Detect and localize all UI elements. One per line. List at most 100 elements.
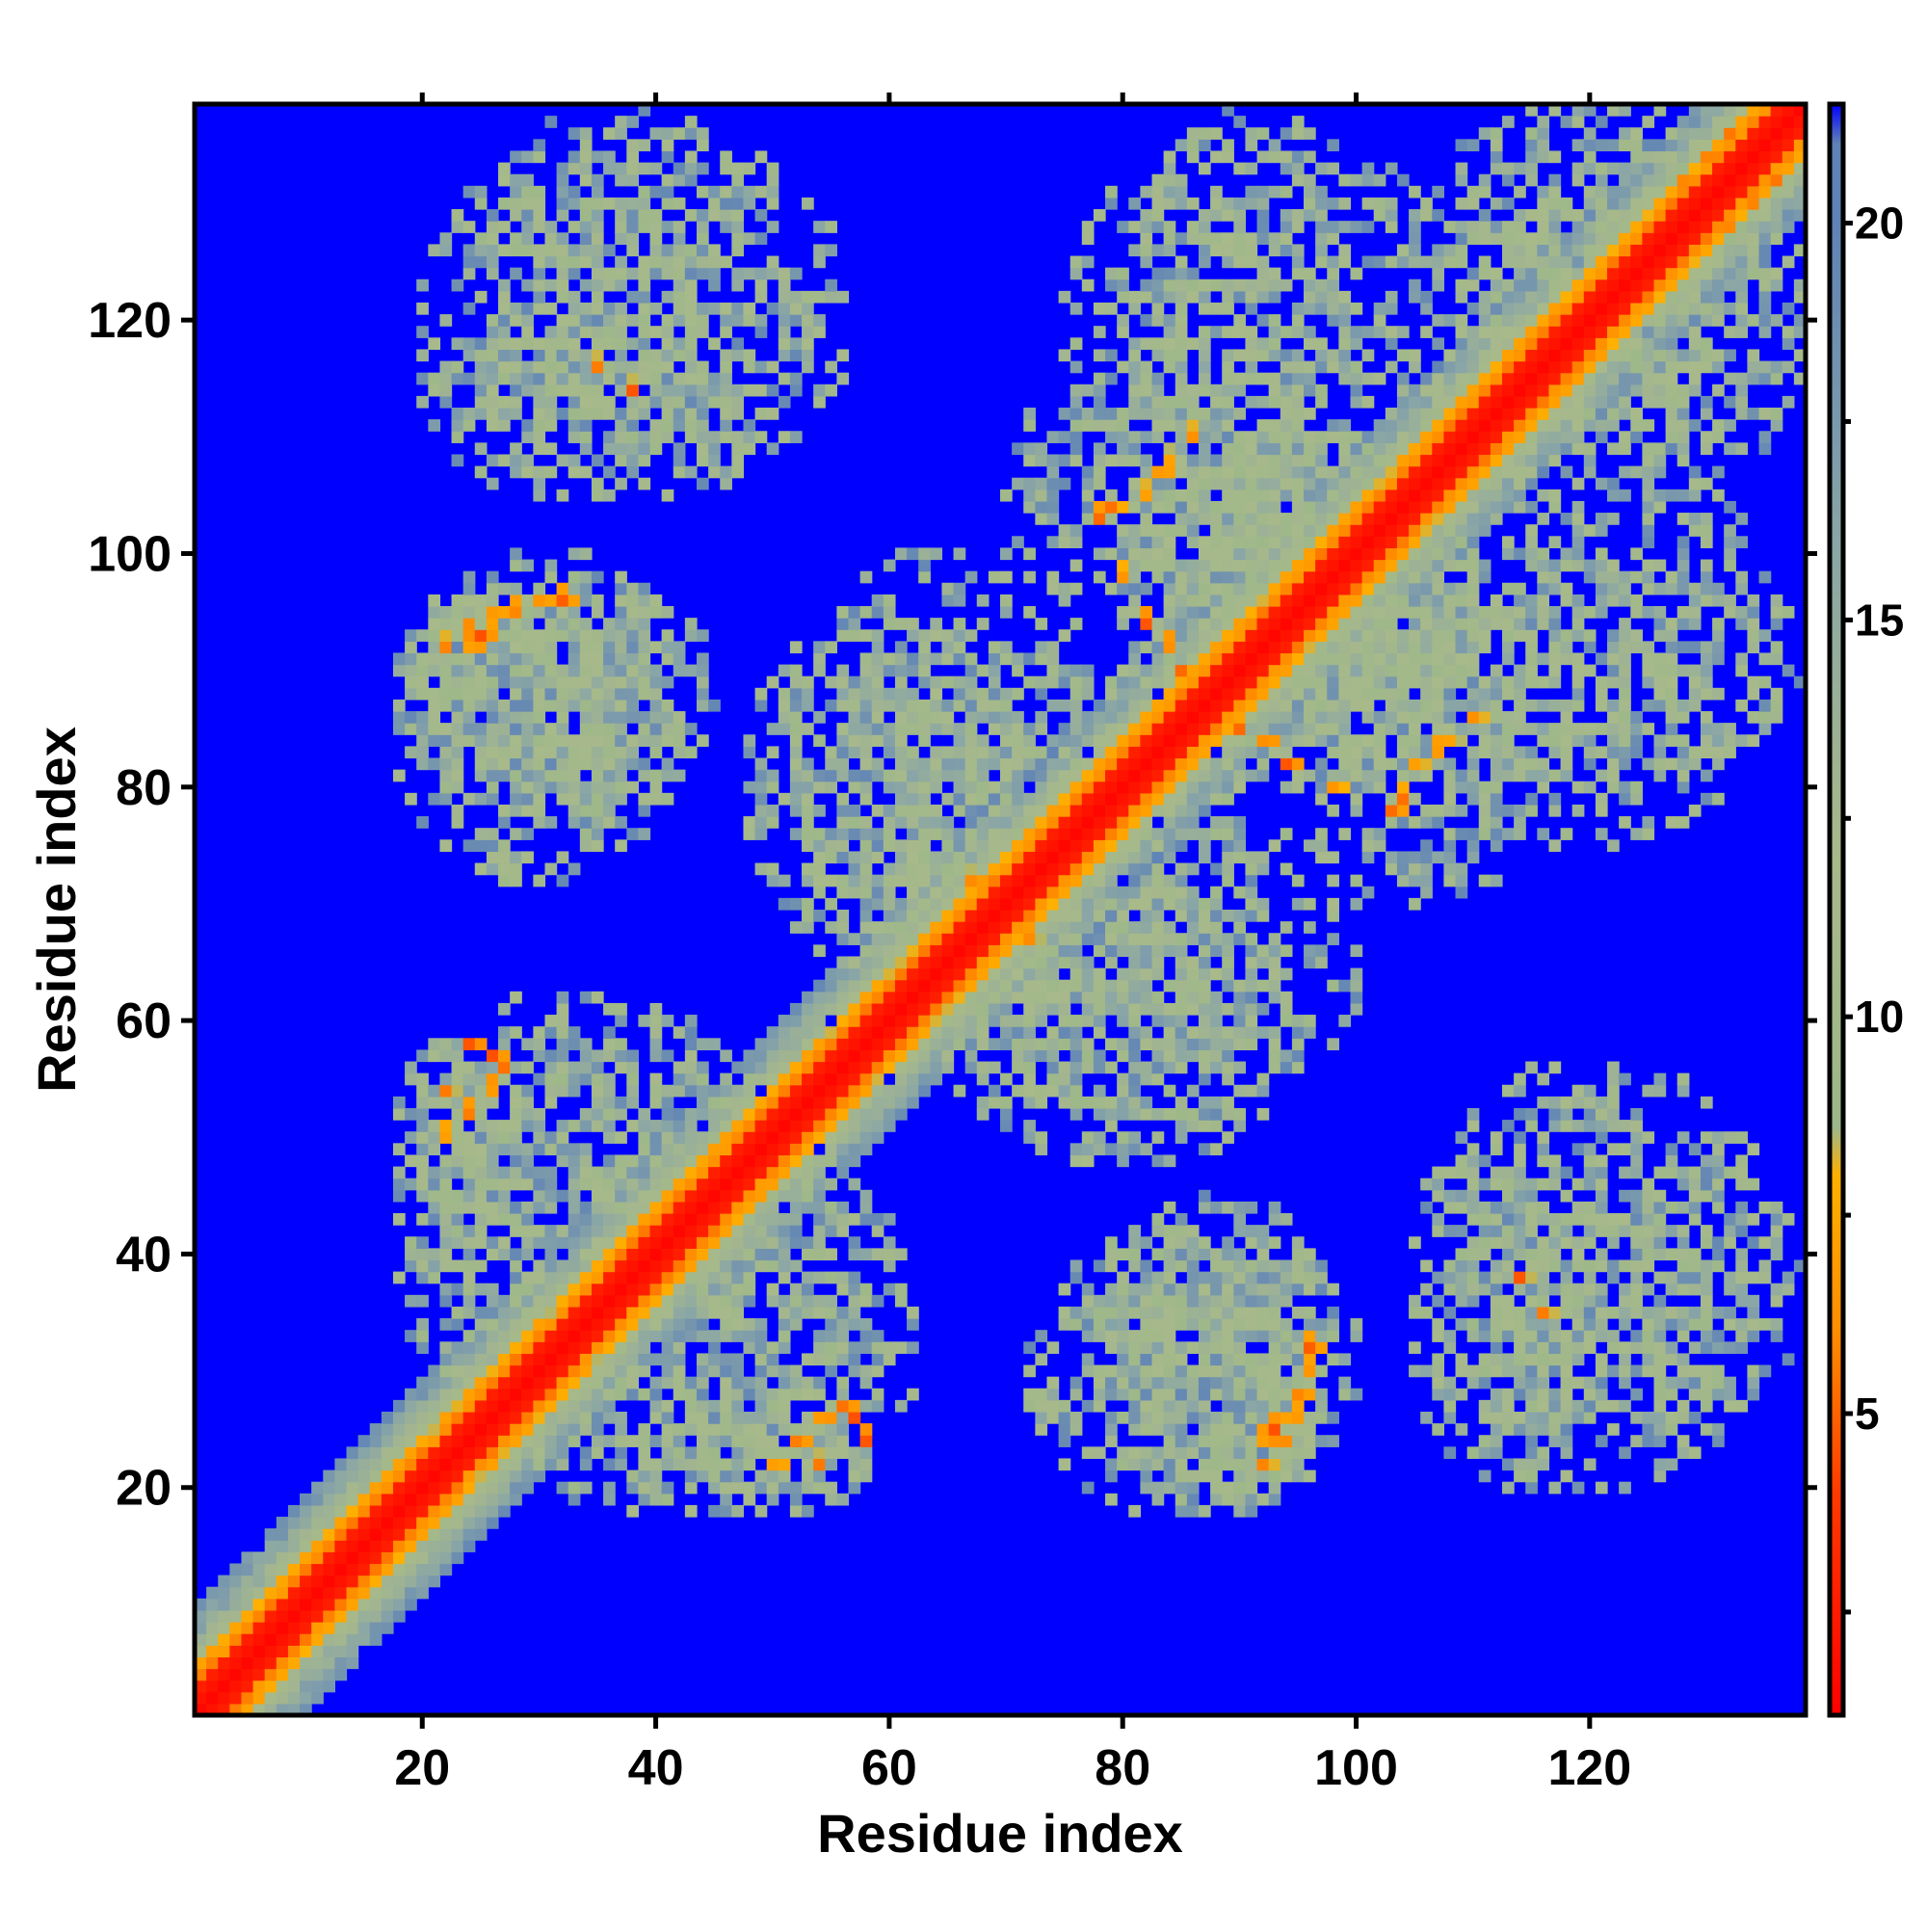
heatmap-cell bbox=[1151, 664, 1165, 677]
heatmap-cell bbox=[357, 1609, 371, 1623]
heatmap-cell bbox=[649, 1493, 663, 1506]
heatmap-cell bbox=[428, 1435, 441, 1447]
heatmap-cell bbox=[684, 1411, 698, 1424]
heatmap-cell bbox=[1245, 641, 1258, 654]
heatmap-cell bbox=[731, 1259, 745, 1273]
heatmap-cell bbox=[825, 746, 837, 759]
heatmap-cell bbox=[907, 967, 919, 981]
heatmap-cell bbox=[603, 723, 616, 735]
heatmap-cell bbox=[241, 1680, 254, 1693]
heatmap-cell bbox=[626, 1225, 640, 1237]
heatmap-cell bbox=[894, 1283, 908, 1296]
heatmap-cell bbox=[276, 1586, 289, 1600]
heatmap-cell bbox=[813, 769, 826, 782]
heatmap-cell bbox=[988, 956, 1001, 969]
heatmap-cell bbox=[1105, 1096, 1118, 1109]
heatmap-cell bbox=[1151, 536, 1165, 549]
heatmap-cell bbox=[825, 921, 837, 934]
heatmap-cell bbox=[825, 1364, 837, 1378]
heatmap-cell bbox=[789, 781, 803, 794]
heatmap-cell bbox=[603, 162, 616, 175]
heatmap-cell bbox=[708, 395, 721, 409]
heatmap-cell bbox=[918, 897, 931, 911]
heatmap-cell bbox=[462, 618, 476, 630]
heatmap-cell bbox=[556, 1423, 569, 1436]
heatmap-cell bbox=[778, 267, 791, 280]
heatmap-cell bbox=[451, 1061, 464, 1074]
heatmap-cell bbox=[894, 851, 908, 864]
heatmap-cell bbox=[439, 1517, 453, 1529]
heatmap-cell bbox=[579, 221, 593, 233]
heatmap-cell bbox=[918, 711, 931, 724]
heatmap-cell bbox=[1151, 1294, 1165, 1308]
heatmap-cell bbox=[836, 1143, 850, 1156]
heatmap-cell bbox=[766, 1084, 779, 1098]
heatmap-cell bbox=[1233, 1435, 1247, 1447]
heatmap-cell bbox=[439, 1504, 453, 1518]
heatmap-cell bbox=[918, 956, 931, 969]
heatmap-cell bbox=[1175, 360, 1188, 374]
heatmap-cell bbox=[1000, 910, 1013, 922]
heatmap-cell bbox=[883, 1061, 896, 1074]
heatmap-cell bbox=[1198, 967, 1211, 981]
heatmap-cell bbox=[1210, 687, 1223, 701]
heatmap-cell bbox=[416, 1435, 429, 1447]
heatmap-cell bbox=[778, 1364, 791, 1378]
heatmap-cell bbox=[871, 711, 884, 724]
heatmap-cell bbox=[638, 641, 651, 654]
heatmap-cell bbox=[673, 641, 686, 654]
heatmap-cell bbox=[1151, 1411, 1165, 1424]
heatmap-cell bbox=[474, 1517, 488, 1529]
heatmap-cell bbox=[883, 1283, 896, 1296]
heatmap-cell bbox=[626, 244, 640, 257]
heatmap-cell bbox=[988, 781, 1001, 794]
heatmap-cell bbox=[1000, 711, 1013, 724]
heatmap-cell bbox=[1128, 1411, 1141, 1424]
heatmap-cell bbox=[1163, 723, 1176, 735]
heatmap-cell bbox=[1233, 652, 1247, 666]
heatmap-cell bbox=[941, 967, 955, 981]
heatmap-cell bbox=[918, 851, 931, 864]
heatmap-cell bbox=[1069, 956, 1083, 969]
heatmap-cell bbox=[1105, 1283, 1118, 1296]
heatmap-cell bbox=[1105, 769, 1118, 782]
heatmap-cell bbox=[1140, 944, 1153, 958]
heatmap-cell bbox=[1163, 570, 1176, 584]
heatmap-cell bbox=[1222, 1294, 1234, 1308]
heatmap-cell bbox=[1233, 1376, 1247, 1389]
heatmap-cell bbox=[1186, 734, 1200, 747]
heatmap-cell bbox=[615, 570, 627, 584]
heatmap-cell bbox=[615, 1015, 627, 1027]
heatmap-cell bbox=[1069, 1049, 1083, 1063]
heatmap-cell bbox=[1046, 897, 1060, 911]
heatmap-cell bbox=[533, 605, 546, 619]
heatmap-cell bbox=[1081, 862, 1095, 876]
heatmap-cell bbox=[626, 781, 640, 794]
heatmap-cell bbox=[848, 699, 861, 712]
heatmap-cell bbox=[859, 897, 873, 911]
heatmap-cell bbox=[720, 1143, 732, 1156]
heatmap-cell bbox=[544, 746, 558, 759]
heatmap-cell bbox=[848, 687, 861, 701]
heatmap-cell bbox=[836, 851, 850, 864]
heatmap-cell bbox=[649, 1178, 663, 1191]
heatmap-cell bbox=[615, 1446, 627, 1460]
heatmap-cell bbox=[392, 1563, 406, 1576]
heatmap-cell bbox=[416, 395, 429, 409]
heatmap-cell bbox=[1210, 244, 1223, 257]
heatmap-cell bbox=[568, 699, 581, 712]
heatmap-cell bbox=[638, 1120, 651, 1132]
heatmap-cell bbox=[603, 792, 616, 806]
heatmap-cell bbox=[1233, 1283, 1247, 1296]
heatmap-cell bbox=[720, 150, 732, 164]
heatmap-cell bbox=[287, 1598, 301, 1611]
heatmap-cell bbox=[287, 1551, 301, 1565]
heatmap-cell bbox=[1035, 757, 1048, 771]
heatmap-cell bbox=[731, 1225, 745, 1237]
heatmap-cell bbox=[1175, 1096, 1188, 1109]
heatmap-cell bbox=[428, 687, 441, 701]
heatmap-cell bbox=[439, 1049, 453, 1063]
heatmap-cell bbox=[1081, 232, 1095, 245]
heatmap-cell bbox=[405, 746, 417, 759]
heatmap-cell bbox=[802, 1120, 814, 1132]
